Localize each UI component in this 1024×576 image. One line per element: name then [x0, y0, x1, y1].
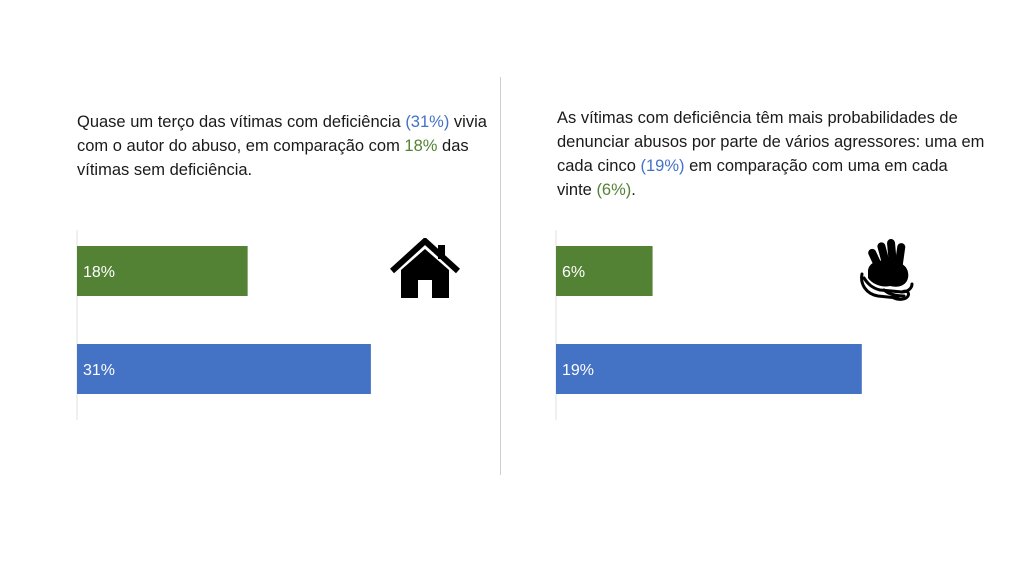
right-caption-text-3: .	[631, 181, 636, 199]
right-caption-highlight-blue: (19%)	[640, 157, 685, 175]
left-caption-text-2: vivia com o autor do abuso, em comparaçã…	[77, 113, 487, 155]
right-caption-text-2: em comparação com uma em cada vinte	[557, 157, 948, 199]
left-caption-text-3: das vítimas sem deficiência.	[77, 137, 469, 179]
right-chart-bar-label-2: 19%	[562, 362, 594, 379]
left-caption-highlight-green: 18%	[404, 137, 438, 155]
right-chart-bar-2	[556, 344, 862, 394]
left-chart-bar-label-2: 31%	[83, 362, 115, 379]
right-chart-bar-1	[556, 246, 653, 296]
right-caption-highlight-green: (6%)	[596, 181, 632, 199]
left-caption-text-1: Quase um terço das vítimas com deficiênc…	[77, 113, 406, 131]
left-chart-bar-label-1: 18%	[83, 264, 115, 281]
panel-divider	[500, 77, 501, 475]
sign-language-hands-icon	[860, 239, 914, 301]
right-bar-chart: 6% 19%	[555, 230, 862, 420]
left-chart-bar-2	[77, 344, 371, 394]
right-caption: As vítimas com deficiência têm mais prob…	[557, 106, 987, 202]
left-caption-highlight-blue: (31%)	[405, 113, 450, 131]
right-chart-bar-label-1: 6%	[562, 264, 585, 281]
left-caption: Quase um terço das vítimas com deficiênc…	[77, 110, 487, 182]
left-bar-chart: 18% 31%	[76, 230, 371, 420]
left-chart-bar-1	[77, 246, 248, 296]
right-caption-text-1: As vítimas com deficiência têm mais prob…	[557, 109, 985, 175]
house-icon	[390, 238, 460, 298]
